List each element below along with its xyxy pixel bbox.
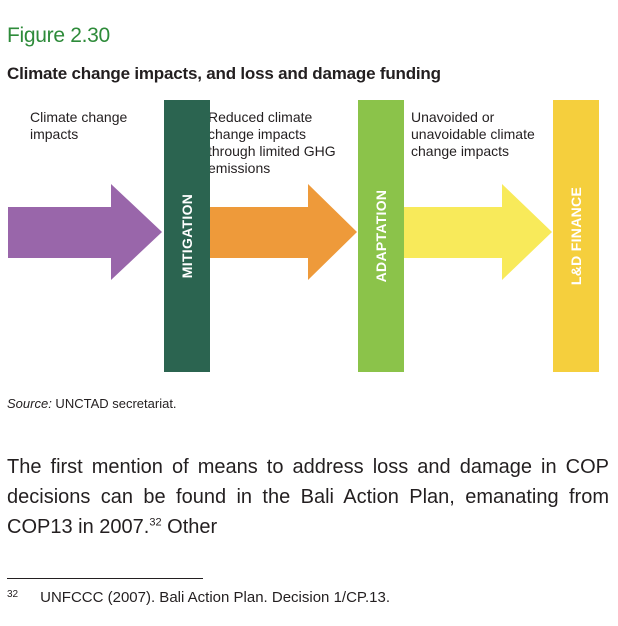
arrows-layer [8,184,552,280]
source-text: UNCTAD secretariat. [51,396,177,411]
footnote-divider [7,578,203,579]
body-paragraph: The first mention of means to address lo… [7,452,609,542]
mitigation-label: MITIGATION [179,193,195,279]
body-tail: Other [161,516,218,538]
footnote-ref[interactable]: 32 [149,516,162,529]
figure-label: Figure 2.30 [7,24,110,47]
footnote: 32 UNFCCC (2007). Bali Action Plan. Decis… [7,589,390,606]
ld-finance-label: L&D FINANCE [568,186,584,286]
caption-reduced-impacts: Reduced climate change impacts through l… [208,109,336,176]
footnote-text: UNFCCC (2007). Bali Action Plan. Decisio… [40,589,391,606]
caption-unavoided-impacts: Unavoided or unavoidable climate change … [411,109,535,159]
reduced-impacts-arrow [203,184,357,280]
adaptation-label: ADAPTATION [373,189,389,283]
adaptation-bar: ADAPTATION [358,100,404,372]
source-prefix: Source: [7,396,52,411]
ld-finance-bar: L&D FINANCE [553,100,599,372]
climate-impacts-arrow [8,184,162,280]
caption-climate-impacts: Climate change impacts [30,109,128,142]
figure-title: Climate change impacts, and loss and dam… [7,64,441,83]
mitigation-bar: MITIGATION [164,100,210,372]
body-text: The first mention of means to address lo… [7,456,609,538]
source-note: Source: UNCTAD secretariat. [7,396,177,411]
climate-funding-diagram: Climate change impacts Reduced climate c… [0,100,618,372]
unavoided-impacts-arrow [404,184,552,280]
footnote-number: 32 [7,589,19,600]
